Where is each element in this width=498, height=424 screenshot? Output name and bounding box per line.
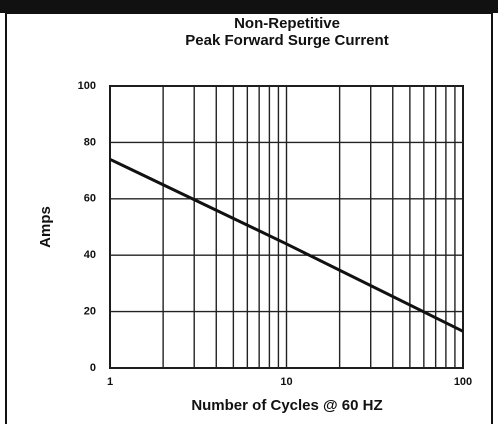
top-band xyxy=(0,0,498,13)
y-tick-label: 20 xyxy=(84,306,96,318)
y-tick-label: 100 xyxy=(78,80,96,92)
y-tick-label: 60 xyxy=(84,193,96,205)
y-axis-label: Amps xyxy=(37,206,54,248)
y-tick-label: 80 xyxy=(84,136,96,148)
x-axis-label: Number of Cycles @ 60 HZ xyxy=(191,397,382,414)
y-tick-label: 40 xyxy=(84,249,96,261)
chart-title: Non-Repetitive xyxy=(234,15,340,32)
frame xyxy=(5,12,493,424)
chart-title: Peak Forward Surge Current xyxy=(185,32,388,49)
x-tick-label: 1 xyxy=(107,376,113,388)
x-tick-label: 100 xyxy=(454,376,472,388)
y-tick-label: 0 xyxy=(90,362,96,374)
data-line xyxy=(109,157,464,333)
x-tick-label: 10 xyxy=(280,376,292,388)
